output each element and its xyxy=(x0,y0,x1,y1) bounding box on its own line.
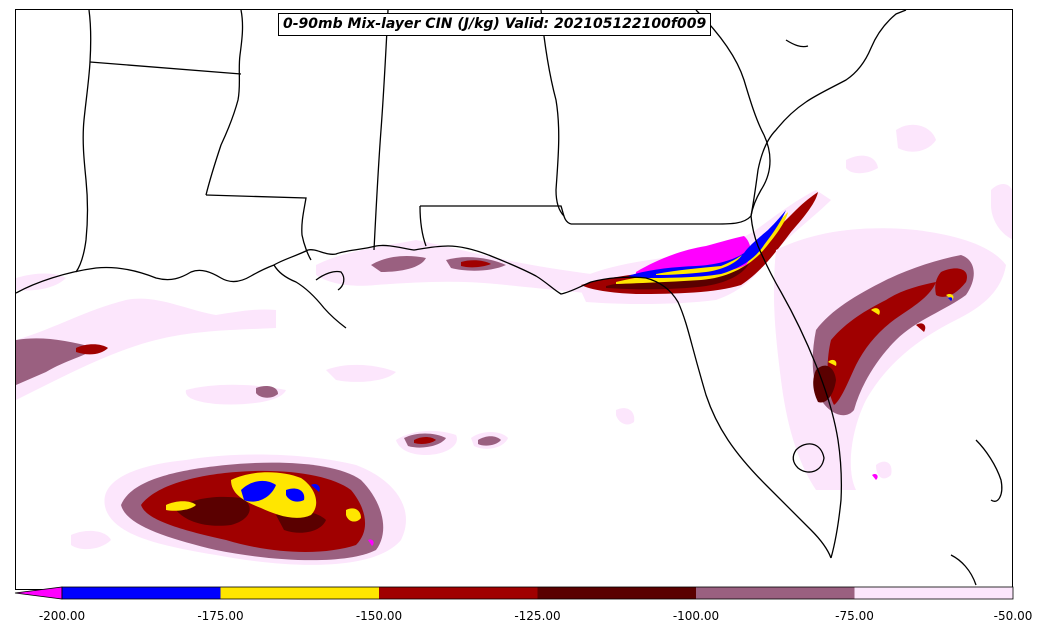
state-border xyxy=(373,10,389,251)
colorbar-swatch xyxy=(696,587,855,599)
colorbar-tick-label: -150.00 xyxy=(355,609,403,623)
field-blue xyxy=(311,483,320,492)
colorbar-tick-label: -125.00 xyxy=(514,609,561,623)
field-red xyxy=(76,344,108,355)
state-border xyxy=(540,10,565,217)
colorbar-swatch xyxy=(220,587,379,599)
field-blue xyxy=(241,480,276,502)
coastline xyxy=(750,215,843,559)
field-red xyxy=(916,323,926,332)
colorbar-swatch xyxy=(379,587,538,599)
colorbar-tick-label: -50.00 xyxy=(993,609,1033,623)
lake-okeechobee xyxy=(792,443,825,473)
cin-field-layer xyxy=(16,124,1012,565)
state-border xyxy=(205,10,244,196)
field-blue xyxy=(628,210,786,278)
field-red xyxy=(935,268,967,297)
boundaries-layer xyxy=(16,10,1003,586)
colorbar xyxy=(14,586,1014,600)
field-mauve xyxy=(478,436,501,446)
field-red xyxy=(414,437,436,444)
field-light xyxy=(16,298,276,400)
island xyxy=(950,554,977,586)
state-border xyxy=(205,194,312,261)
colorbar-swatch xyxy=(537,587,696,599)
colorbar-tick-label: -175.00 xyxy=(197,609,244,623)
field-yellow xyxy=(871,308,880,315)
field-yellow xyxy=(828,359,837,366)
field-light xyxy=(876,461,892,479)
field-yellow xyxy=(346,508,361,522)
field-mauve xyxy=(371,256,426,272)
state-border xyxy=(419,205,427,247)
map-title: 0-90mb Mix-layer CIN (J/kg) Valid: 20210… xyxy=(278,13,712,36)
colorbar-swatch xyxy=(62,587,221,599)
field-magenta xyxy=(872,473,878,480)
field-red xyxy=(827,282,936,405)
field-light xyxy=(991,184,1012,240)
field-mauve xyxy=(812,255,974,416)
colorbar-swatches xyxy=(14,586,1014,600)
state-border xyxy=(695,10,771,217)
colorbar-tick-label: -75.00 xyxy=(835,609,874,623)
coastline xyxy=(273,264,347,329)
state-border xyxy=(571,215,752,225)
field-mauve xyxy=(256,386,278,398)
field-yellow xyxy=(166,501,196,511)
colorbar-extend-min xyxy=(14,586,63,600)
field-darkred xyxy=(813,365,836,403)
field-light xyxy=(71,530,111,550)
field-magenta xyxy=(368,539,374,546)
field-red xyxy=(461,260,491,268)
state-border xyxy=(420,205,572,225)
coastline xyxy=(750,10,907,217)
map-panel xyxy=(15,9,1013,590)
colorbar-tick-label: -200.00 xyxy=(38,609,86,623)
field-blue xyxy=(286,488,305,502)
field-light xyxy=(616,408,635,425)
state-border xyxy=(89,61,242,75)
field-light xyxy=(846,155,878,174)
field-yellow xyxy=(656,255,742,275)
colorbar-swatch xyxy=(854,587,1013,599)
coastline xyxy=(16,244,832,559)
field-light xyxy=(896,124,936,152)
cin-map xyxy=(16,10,1012,586)
colorbar-tick-label: -100.00 xyxy=(672,609,720,623)
coastline xyxy=(315,270,345,291)
island xyxy=(785,39,809,48)
field-blue xyxy=(948,297,953,301)
island xyxy=(975,439,1003,502)
field-red xyxy=(581,192,818,294)
colorbar-outline xyxy=(61,586,1014,600)
field-light xyxy=(326,364,396,382)
state-border xyxy=(75,10,92,273)
